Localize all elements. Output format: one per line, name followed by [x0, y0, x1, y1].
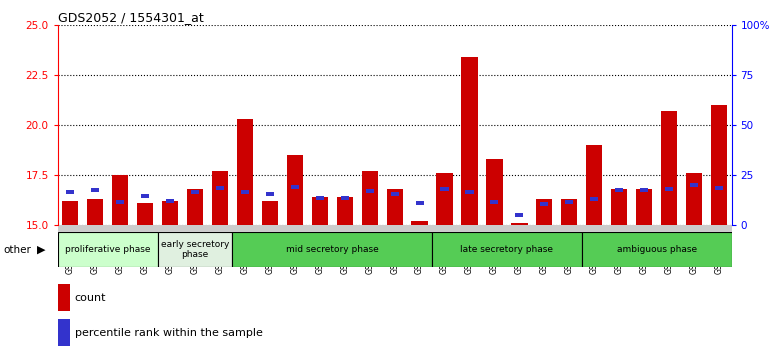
- Bar: [487, 159, 503, 225]
- Bar: [390, 192, 399, 196]
- Bar: [665, 187, 673, 191]
- Bar: [162, 201, 178, 225]
- Bar: [66, 190, 74, 194]
- Bar: [87, 199, 103, 225]
- Bar: [141, 194, 149, 198]
- Bar: [286, 155, 303, 225]
- Bar: [187, 189, 203, 225]
- Bar: [515, 213, 524, 217]
- Bar: [387, 189, 403, 225]
- Bar: [112, 175, 129, 225]
- Bar: [62, 201, 79, 225]
- Bar: [686, 173, 702, 225]
- Bar: [432, 232, 582, 267]
- Text: mid secretory phase: mid secretory phase: [286, 245, 379, 254]
- Bar: [233, 232, 432, 267]
- Bar: [541, 202, 548, 206]
- Bar: [216, 186, 224, 190]
- Bar: [690, 183, 698, 187]
- Bar: [661, 111, 678, 225]
- Bar: [212, 171, 228, 225]
- Bar: [416, 201, 424, 205]
- Bar: [536, 199, 552, 225]
- Bar: [58, 232, 158, 267]
- Bar: [636, 189, 652, 225]
- Bar: [291, 185, 299, 189]
- Bar: [411, 221, 427, 225]
- Text: GDS2052 / 1554301_at: GDS2052 / 1554301_at: [58, 11, 203, 24]
- Bar: [336, 197, 353, 225]
- Bar: [58, 225, 732, 240]
- Bar: [241, 190, 249, 194]
- Bar: [640, 188, 648, 192]
- Bar: [490, 200, 498, 204]
- Bar: [312, 197, 328, 225]
- Bar: [582, 232, 732, 267]
- Bar: [137, 203, 153, 225]
- Bar: [465, 190, 474, 194]
- Bar: [461, 57, 477, 225]
- Bar: [166, 199, 174, 203]
- Bar: [437, 173, 453, 225]
- Text: ambiguous phase: ambiguous phase: [617, 245, 697, 254]
- Bar: [316, 196, 324, 200]
- Bar: [158, 232, 233, 267]
- Bar: [561, 199, 578, 225]
- Bar: [715, 186, 723, 190]
- Text: percentile rank within the sample: percentile rank within the sample: [75, 328, 263, 338]
- Bar: [565, 200, 574, 204]
- Bar: [366, 189, 373, 193]
- Bar: [590, 197, 598, 201]
- Text: other: other: [4, 245, 32, 255]
- Bar: [340, 196, 349, 200]
- Text: count: count: [75, 293, 106, 303]
- Bar: [116, 200, 124, 204]
- Bar: [262, 201, 278, 225]
- Bar: [91, 188, 99, 192]
- Bar: [237, 119, 253, 225]
- Text: late secretory phase: late secretory phase: [460, 245, 554, 254]
- Bar: [191, 190, 199, 194]
- Bar: [58, 284, 70, 311]
- Bar: [511, 223, 527, 225]
- Bar: [58, 319, 70, 346]
- Text: proliferative phase: proliferative phase: [65, 245, 150, 254]
- Bar: [615, 188, 623, 192]
- Bar: [611, 189, 628, 225]
- Bar: [266, 192, 274, 196]
- Bar: [586, 145, 602, 225]
- Text: early secretory
phase: early secretory phase: [161, 240, 229, 259]
- Text: ▶: ▶: [37, 245, 45, 255]
- Bar: [711, 105, 727, 225]
- Bar: [362, 171, 378, 225]
- Bar: [440, 187, 449, 191]
